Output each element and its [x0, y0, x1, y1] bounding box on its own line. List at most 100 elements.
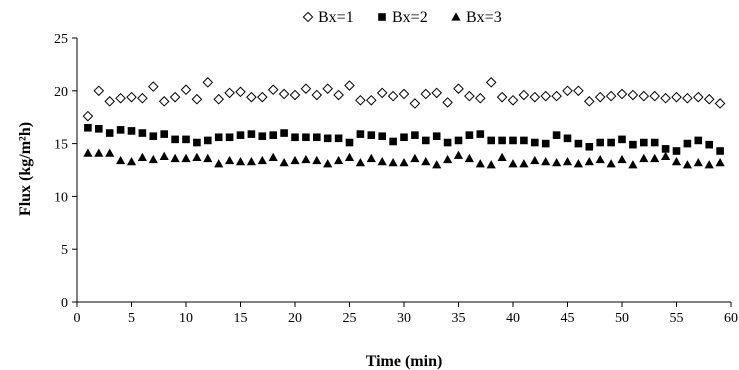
data-point: [323, 134, 332, 143]
series-1: [82, 77, 726, 122]
data-point: [355, 94, 366, 106]
x-tick-label: 10: [179, 311, 193, 326]
data-point: [171, 135, 179, 144]
data-point: [137, 152, 147, 162]
data-point: [616, 88, 628, 100]
data-point: [519, 159, 529, 168]
data-point: [606, 159, 616, 168]
data-point: [169, 91, 181, 103]
data-point: [400, 133, 408, 142]
y-tick-label: 0: [61, 296, 68, 311]
data-point: [409, 98, 421, 109]
x-tick-label: 45: [561, 311, 575, 326]
data-point: [563, 134, 572, 143]
data-point: [180, 84, 192, 96]
data-point: [485, 77, 497, 88]
data-point: [562, 156, 573, 166]
data-point: [181, 153, 191, 163]
data-point: [225, 133, 234, 142]
data-point: [442, 97, 453, 108]
data-point: [671, 156, 682, 166]
data-point: [496, 91, 508, 103]
data-point: [541, 139, 550, 148]
y-axis-title: Flux (kg/m²h): [17, 122, 34, 216]
data-point: [389, 137, 397, 146]
data-point: [214, 159, 224, 168]
data-point: [279, 158, 289, 167]
data-point: [661, 145, 670, 153]
legend-label: Bx=2: [392, 9, 428, 26]
data-point: [715, 158, 725, 167]
data-point: [574, 139, 583, 148]
data-point: [628, 160, 638, 169]
data-point: [486, 160, 496, 169]
data-point: [704, 160, 714, 169]
x-tick-label: 0: [74, 311, 81, 326]
data-point: [454, 136, 463, 145]
data-point: [540, 90, 552, 102]
x-tick-label: 50: [615, 311, 629, 326]
data-point: [530, 155, 540, 165]
data-point: [682, 92, 693, 104]
data-marks: [82, 77, 726, 169]
y-tick-label: 5: [61, 243, 68, 258]
data-point: [203, 153, 213, 163]
data-point: [618, 135, 626, 144]
data-point: [268, 152, 278, 162]
data-point: [573, 85, 584, 97]
x-tick-label: 30: [397, 311, 411, 326]
data-point: [595, 154, 605, 164]
data-point: [639, 153, 649, 163]
data-point: [214, 133, 223, 142]
data-point: [650, 138, 659, 147]
y-tick-label: 15: [54, 138, 68, 153]
data-point: [596, 138, 604, 147]
legend-marker: [302, 11, 314, 23]
data-point: [398, 88, 410, 100]
data-point: [661, 151, 671, 160]
data-point: [410, 153, 420, 163]
data-point: [508, 159, 518, 168]
data-point: [464, 153, 474, 163]
data-point: [671, 91, 682, 103]
data-point: [345, 138, 354, 147]
data-point: [115, 92, 126, 104]
data-point: [541, 156, 551, 166]
data-point: [256, 91, 268, 103]
x-tick-label: 55: [670, 311, 684, 326]
legend-label: Bx=1: [318, 9, 354, 26]
data-point: [475, 159, 485, 168]
data-point: [367, 131, 376, 139]
data-point: [158, 96, 170, 107]
x-tick-label: 25: [343, 311, 357, 326]
data-point: [126, 156, 137, 166]
data-point: [105, 129, 114, 137]
data-point: [420, 88, 432, 100]
data-point: [204, 136, 212, 145]
data-point: [83, 148, 93, 157]
legend-item: Bx=3: [451, 9, 502, 26]
legend-item: Bx=2: [378, 9, 428, 26]
data-point: [562, 85, 573, 97]
data-point: [520, 136, 528, 145]
data-point: [246, 91, 257, 103]
data-point: [267, 84, 279, 96]
legend-marker: [378, 13, 386, 21]
data-point: [443, 138, 452, 147]
data-point: [289, 89, 301, 101]
data-point: [127, 127, 136, 135]
data-point: [366, 153, 376, 163]
x-tick-label: 40: [506, 311, 520, 326]
data-point: [236, 131, 245, 139]
data-point: [300, 83, 312, 94]
data-point: [258, 132, 267, 141]
data-point: [376, 87, 388, 99]
data-point: [356, 130, 365, 138]
data-point: [160, 130, 168, 138]
data-point: [378, 132, 386, 141]
data-point: [344, 152, 355, 162]
data-point: [377, 156, 387, 166]
data-point: [192, 152, 202, 162]
data-point: [453, 150, 464, 159]
data-point: [640, 138, 648, 147]
